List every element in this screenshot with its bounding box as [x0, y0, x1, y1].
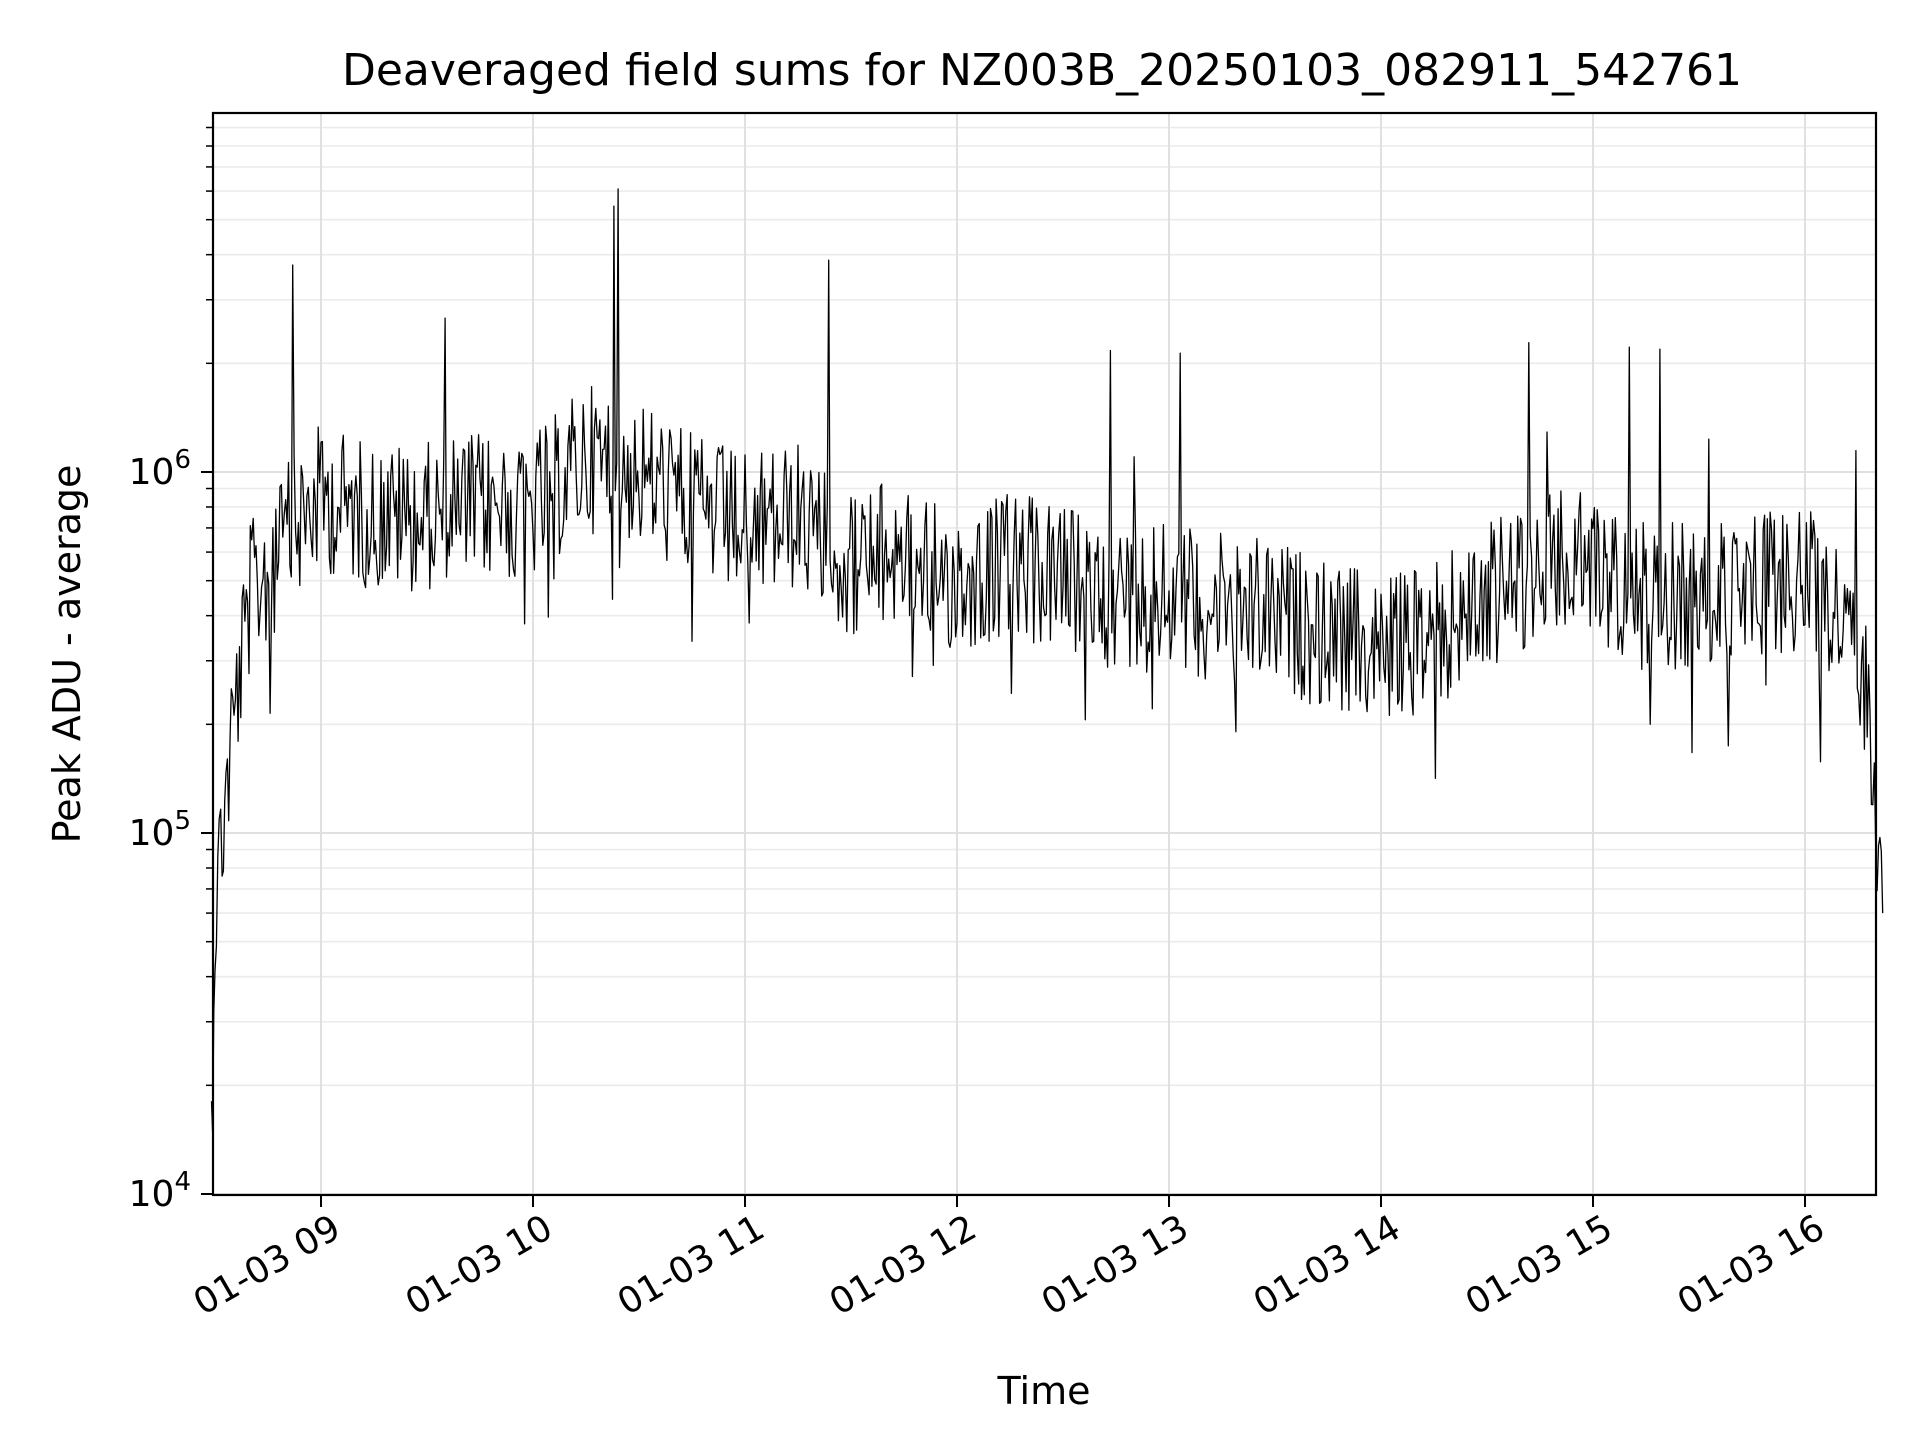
x-tick-label: 01-03 13: [1035, 1207, 1196, 1323]
y-tick-label: 104: [129, 1167, 191, 1215]
x-axis: 01-03 09 01-03 10 01-03 11 01-03 12 01-03 13…: [187, 1195, 1832, 1324]
x-tick-label: 01-03 10: [399, 1207, 560, 1323]
grid: [213, 113, 1876, 1195]
x-tick-label: 01-03 15: [1459, 1207, 1620, 1323]
plot-frame: [211, 111, 1878, 1197]
y-tick-label: 106: [129, 445, 191, 493]
x-tick-label: 01-03 09: [187, 1207, 348, 1323]
chart-title: Deaveraged field sums for NZ003B_2025010…: [342, 45, 1742, 96]
y-tick-label: 105: [129, 806, 191, 854]
y-axis: 104 105 106: [129, 126, 213, 1215]
x-axis-label: Time: [997, 1369, 1091, 1413]
x-tick-label: 01-03 12: [823, 1207, 984, 1323]
x-tick-label: 01-03 16: [1671, 1207, 1832, 1323]
series-line: [210, 188, 1884, 1134]
x-tick-label: 01-03 14: [1247, 1207, 1408, 1323]
x-tick-label: 01-03 11: [611, 1207, 772, 1323]
y-axis-label: Peak ADU - average: [45, 465, 89, 844]
